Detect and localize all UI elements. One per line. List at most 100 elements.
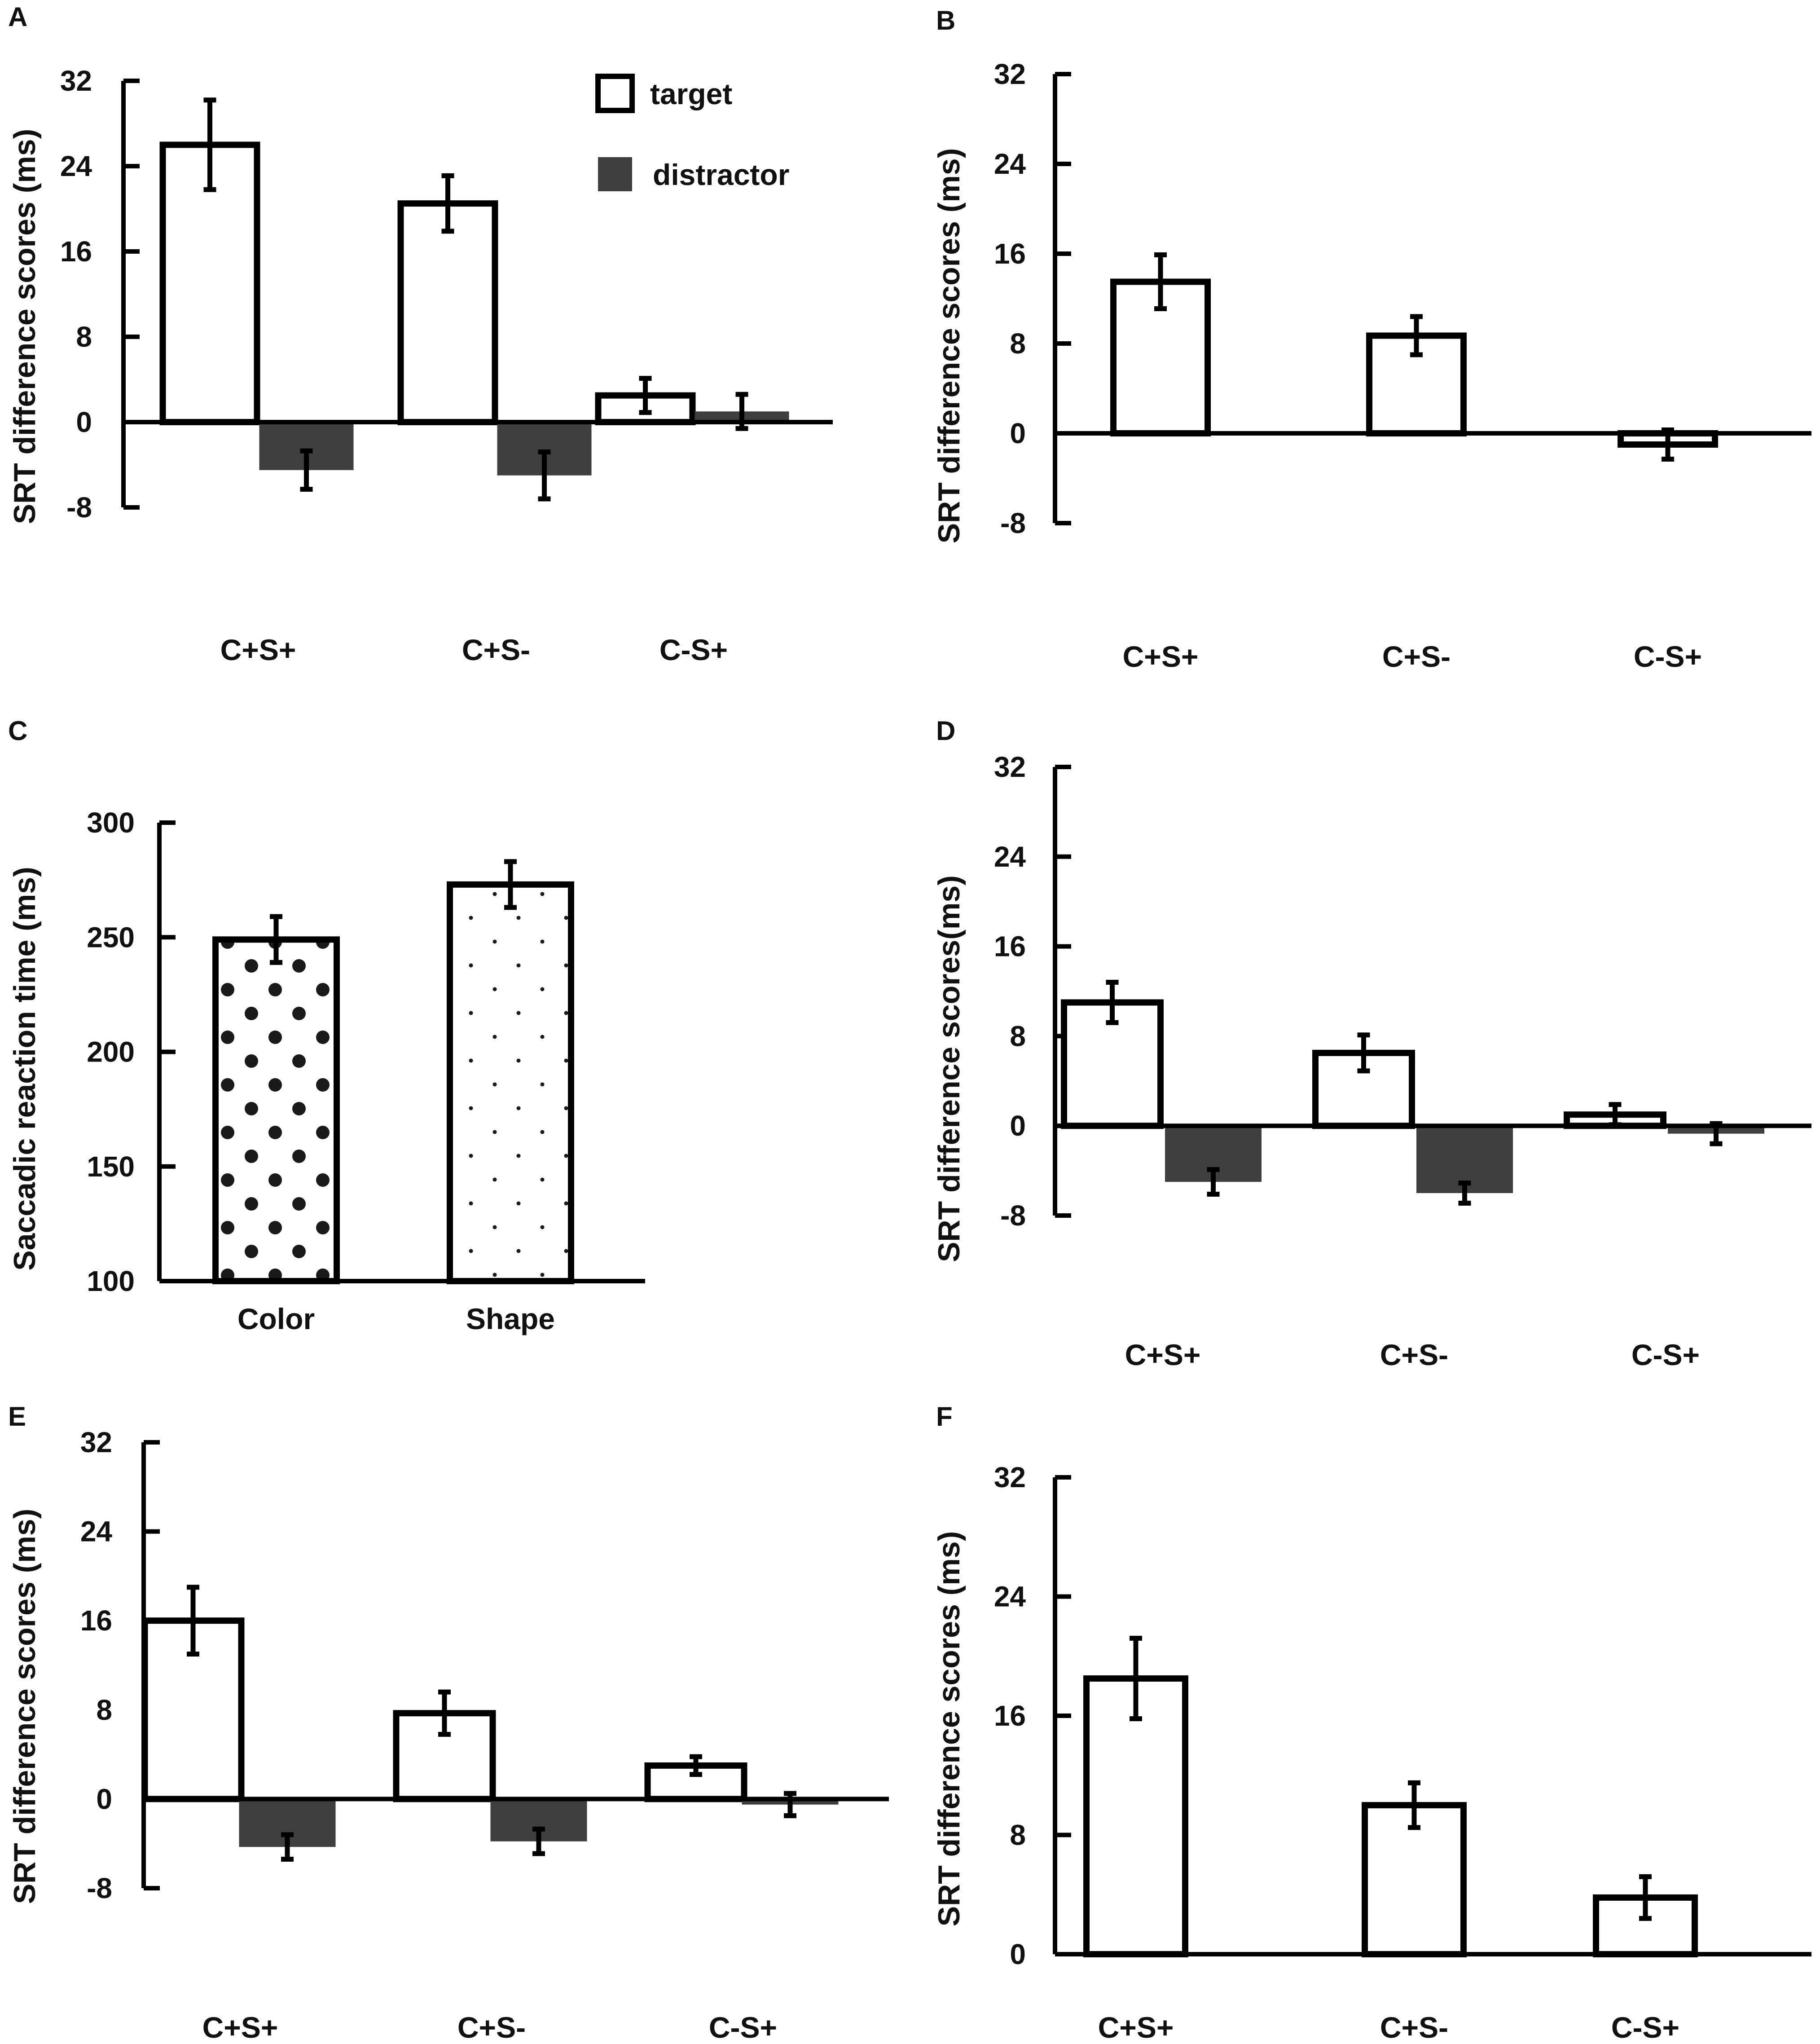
panel-a-y-tick-label: 16	[60, 235, 92, 268]
panel-letter-b: B	[936, 5, 955, 35]
panel-letter-e: E	[8, 1401, 26, 1432]
panel-a-category-label: C+S+	[220, 633, 296, 666]
panel-e-y-tick-label: 16	[80, 1604, 112, 1637]
panel-d-y-tick-label: 32	[994, 751, 1026, 783]
panel-b-category-label: C+S+	[1123, 640, 1199, 673]
panel-f-category-label: C-S+	[1611, 2011, 1679, 2044]
panel-b-y-tick-label: 0	[1010, 417, 1026, 449]
panel-e-y-tick-label: -8	[87, 1872, 112, 1904]
panel-c-y-tick-label: 250	[87, 921, 135, 953]
panel-f-y-tick-label: 32	[994, 1461, 1026, 1493]
panel-e: E SRT difference scores (ms) 32241680-8 …	[8, 1401, 889, 2044]
panel-e-category-label: C+S-	[457, 2011, 526, 2044]
panel-c-y-axis: 300 250 200 150 100	[87, 806, 176, 1297]
panel-e-category-label: C+S+	[202, 2011, 278, 2044]
panel-d-category-label: C+S+	[1125, 1338, 1201, 1371]
panel-d: D SRT difference scores(ms) 32 24 16 8 0 -8 C…	[932, 716, 1811, 1371]
panel-c-labels: Color Shape	[237, 1302, 555, 1335]
panel-d-y-tick-label: 0	[1010, 1110, 1026, 1142]
panel-d-y-axis-title: SRT difference scores(ms)	[932, 875, 966, 1262]
panel-c-y-tick-label: 300	[87, 806, 135, 839]
panel-a-y-tick-label: 32	[60, 65, 92, 97]
panel-letter-a: A	[8, 2, 27, 32]
panel-f-y-tick-label: 0	[1010, 1938, 1026, 1970]
panel-e-y-axis-title: SRT difference scores (ms)	[8, 1509, 42, 1904]
panel-b-category-label: C-S+	[1634, 640, 1702, 673]
panel-f-y-tick-label: 24	[994, 1581, 1026, 1613]
panel-a: A SRT difference scores (ms) 32241680-8 …	[8, 2, 833, 666]
panel-b-y-axis: 32 24 16 8 0 -8	[994, 58, 1071, 539]
panel-a-category-label: C+S-	[462, 633, 530, 666]
panel-c-y-tick-label: 150	[87, 1150, 135, 1183]
panel-f-labels: C+S+ C+S- C-S+	[1098, 2011, 1680, 2044]
panel-f-y-tick-label: 16	[994, 1700, 1026, 1732]
panel-e-bars	[141, 1617, 839, 1847]
panel-e-y-tick-label: 32	[80, 1426, 112, 1458]
panel-f-category-label: C+S+	[1098, 2011, 1174, 2044]
panel-f: F SRT difference scores (ms) 32 24 16 8 0 C+…	[932, 1401, 1811, 2044]
panel-c-category-label: Color	[237, 1302, 315, 1335]
panel-a-y-tick-label: -8	[66, 491, 92, 524]
panel-b-errors	[1154, 252, 1674, 462]
legend-distractor-label: distractor	[653, 158, 789, 191]
panel-letter-c: C	[8, 716, 27, 746]
panel-c-errors	[270, 859, 517, 965]
legend-distractor-swatch	[598, 157, 632, 191]
panel-d-y-axis: 32 24 16 8 0 -8	[994, 751, 1071, 1232]
panel-d-y-tick-label: 16	[994, 930, 1026, 963]
panel-f-y-axis-title: SRT difference scores (ms)	[932, 1531, 966, 1927]
panel-d-y-tick-label: 8	[1010, 1020, 1026, 1052]
panel-d-category-label: C+S-	[1380, 1338, 1448, 1371]
panel-f-bar-target	[1083, 1675, 1188, 1957]
panel-f-category-label: C+S-	[1380, 2011, 1448, 2044]
panel-f-errors	[1130, 1635, 1652, 1921]
panel-c-bars	[212, 881, 574, 1284]
panel-b-y-tick-label: -8	[1000, 507, 1026, 539]
panel-a-bars	[159, 141, 789, 476]
panel-d-labels: C+S+ C+S- C-S+	[1125, 1338, 1700, 1371]
panel-d-category-label: C-S+	[1631, 1338, 1700, 1371]
panel-a-y-tick-label: 0	[76, 406, 92, 438]
legend-target-label: target	[650, 77, 732, 110]
panel-b-labels: C+S+ C+S- C-S+	[1123, 640, 1702, 673]
panel-a-errors	[203, 97, 748, 502]
panel-b-category-label: C+S-	[1382, 640, 1451, 673]
panel-a-bar-target	[397, 200, 498, 425]
panel-e-category-label: C-S+	[709, 2011, 777, 2044]
panel-f-bars	[1083, 1675, 1698, 1958]
panel-b-bars	[1110, 278, 1718, 448]
panel-d-y-tick-label: 24	[994, 841, 1026, 873]
panel-c-y-tick-label: 100	[87, 1265, 135, 1297]
panel-a-y-axis: 32 24 16 8 0 -8	[60, 65, 140, 524]
panel-letter-d: D	[936, 716, 955, 746]
panel-c-y-tick-label: 200	[87, 1036, 135, 1068]
panel-a-y-tick-label: 8	[76, 321, 92, 353]
panel-b: B SRT difference scores (ms) 32241680-8 …	[932, 5, 1811, 673]
legend: target distractor	[595, 74, 789, 191]
panel-c-bar-condition	[447, 881, 574, 1284]
panel-d-bars	[1061, 999, 1764, 1194]
panel-b-y-tick-label: 24	[994, 148, 1026, 180]
panel-e-labels: C+S+ C+S- C-S+	[202, 2011, 778, 2044]
panel-a-y-axis-title: SRT difference scores (ms)	[8, 129, 42, 524]
panel-d-y-tick-label: -8	[1000, 1199, 1026, 1232]
panel-b-y-tick-label: 8	[1010, 327, 1026, 360]
panel-c-bar-condition	[212, 936, 340, 1284]
panel-a-category-label: C-S+	[659, 633, 728, 666]
panel-e-y-tick-label: 0	[96, 1783, 112, 1815]
panel-e-errors	[187, 1585, 796, 1862]
panel-b-y-axis-title: SRT difference scores (ms)	[932, 148, 966, 544]
legend-target-swatch	[595, 74, 635, 113]
panel-b-y-tick-label: 32	[994, 58, 1026, 90]
panel-c: C Saccadic reaction time (ms) 300 250 200 1…	[8, 716, 645, 1335]
panel-b-y-tick-label: 16	[994, 238, 1026, 270]
panel-e-y-tick-label: 24	[80, 1515, 113, 1548]
panel-c-category-label: Shape	[466, 1302, 555, 1335]
panel-f-y-tick-label: 8	[1010, 1819, 1026, 1851]
panel-a-labels: C+S+ C+S- C-S+	[220, 633, 728, 666]
panel-f-y-axis: 32 24 16 8 0	[994, 1461, 1071, 1970]
panel-f-bar-target	[1362, 1802, 1467, 1957]
panel-c-y-axis-title: Saccadic reaction time (ms)	[8, 867, 42, 1270]
panel-e-y-tick-label: 8	[96, 1694, 112, 1726]
